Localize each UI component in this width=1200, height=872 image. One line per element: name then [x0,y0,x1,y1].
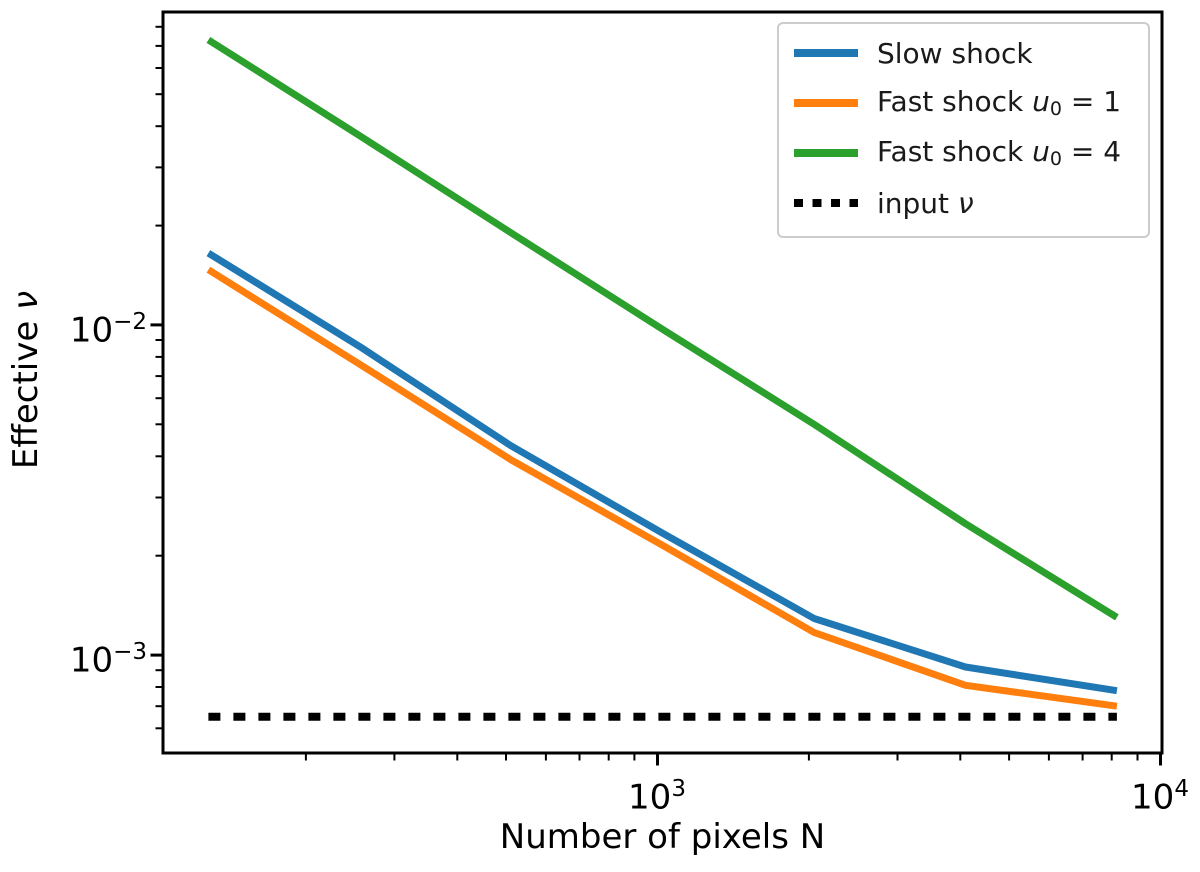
series-line-fast-shock-u-1 [206,266,1118,710]
legend-item-fast-shock-u-4: Fast shock u0 = 4 [793,128,1134,178]
x-axis-label: Number of pixels N [499,817,826,857]
y-tick-label: 10−2 [69,309,147,351]
legend-label: Slow shock [877,36,1033,70]
legend-swatch-line-icon [794,99,858,107]
axes-frame [161,10,1164,755]
x-tick-label: 104 [1131,776,1189,818]
x-tick-label: 103 [628,776,686,818]
series-line-slow-shock [206,250,1118,695]
legend-swatch-line-icon [794,149,858,157]
legend-item-fast-shock-u-1: Fast shock u0 = 1 [793,78,1134,128]
legend-item-input: input ν [793,178,1134,228]
legend-label: Fast shock u0 = 4 [877,135,1122,171]
series-line-fast-shock-u-4 [206,36,1119,621]
legend-swatch-line-icon [794,49,858,57]
legend-swatch-dotted-line-icon [794,199,858,207]
y-tick-label: 10−3 [69,639,147,681]
legend-label: input ν [877,186,974,220]
legend-label: Fast shock u0 = 1 [877,85,1122,121]
legend: Slow shock Fast shock u0 = 1 Fast shock u0… [777,22,1150,238]
legend-item-slow-shock: Slow shock [793,28,1134,78]
